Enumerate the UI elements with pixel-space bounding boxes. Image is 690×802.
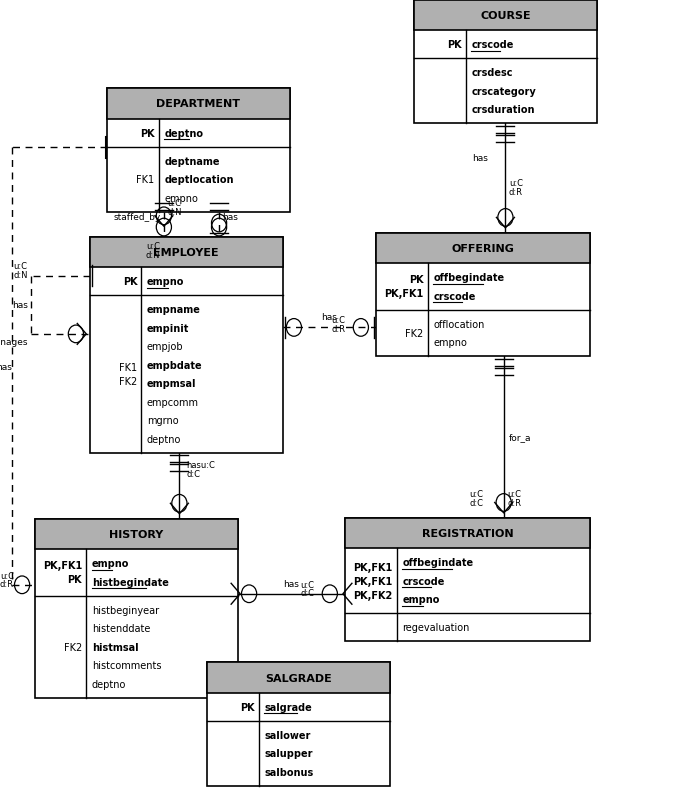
Bar xyxy=(345,518,590,549)
Text: crsduration: crsduration xyxy=(471,105,535,115)
Text: empjob: empjob xyxy=(147,342,184,352)
Text: histbeginyear: histbeginyear xyxy=(92,605,159,615)
Text: FK2: FK2 xyxy=(64,642,82,652)
Text: d:R: d:R xyxy=(0,580,14,589)
Bar xyxy=(107,89,290,213)
Bar xyxy=(90,237,283,453)
Text: crscode: crscode xyxy=(402,576,444,586)
Bar xyxy=(90,237,283,268)
Text: PK: PK xyxy=(140,128,155,139)
Text: u:C: u:C xyxy=(0,571,14,580)
Bar xyxy=(34,519,238,698)
Text: d:R: d:R xyxy=(507,498,521,508)
Text: empno: empno xyxy=(147,277,184,287)
Text: EMPLOYEE: EMPLOYEE xyxy=(153,248,219,257)
Text: u:C: u:C xyxy=(331,315,345,325)
Text: regevaluation: regevaluation xyxy=(402,622,470,633)
Text: histcomments: histcomments xyxy=(92,660,161,670)
Text: has: has xyxy=(284,579,299,588)
Text: empname: empname xyxy=(147,305,201,315)
Bar xyxy=(207,662,390,786)
Text: offlocation: offlocation xyxy=(433,319,484,330)
Text: empmsal: empmsal xyxy=(147,379,197,389)
Text: deptname: deptname xyxy=(164,156,219,167)
Text: staffed_by: staffed_by xyxy=(113,213,160,221)
Text: mgrno: mgrno xyxy=(147,415,179,426)
Text: SALGRADE: SALGRADE xyxy=(265,673,332,683)
Text: d:C: d:C xyxy=(186,469,200,479)
Text: deptno: deptno xyxy=(92,678,126,689)
Bar xyxy=(414,1,597,124)
Text: empbdate: empbdate xyxy=(147,360,203,371)
Text: OFFERING: OFFERING xyxy=(451,244,515,253)
Text: has: has xyxy=(322,313,337,322)
Text: d:N: d:N xyxy=(167,208,182,217)
Text: crscode: crscode xyxy=(433,291,475,302)
Text: COURSE: COURSE xyxy=(480,11,531,21)
Text: sallower: sallower xyxy=(264,730,310,740)
Text: u:C: u:C xyxy=(146,241,160,251)
Text: salbonus: salbonus xyxy=(264,767,313,777)
Text: empno: empno xyxy=(92,558,129,569)
Text: u:C: u:C xyxy=(507,489,521,499)
Text: u:C: u:C xyxy=(167,199,181,209)
Bar xyxy=(414,1,597,31)
Text: PK,FK1
PK: PK,FK1 PK xyxy=(43,561,82,585)
Text: HISTORY: HISTORY xyxy=(109,529,164,539)
Text: empno: empno xyxy=(164,193,198,204)
Text: DEPARTMENT: DEPARTMENT xyxy=(157,99,240,109)
Text: crscategory: crscategory xyxy=(471,87,536,97)
Text: u:C: u:C xyxy=(509,178,523,188)
Text: salupper: salupper xyxy=(264,748,313,759)
Text: offbegindate: offbegindate xyxy=(402,557,473,568)
Text: empno: empno xyxy=(402,594,440,605)
Text: for_a: for_a xyxy=(509,433,532,442)
Text: empno: empno xyxy=(433,338,467,348)
Text: deptlocation: deptlocation xyxy=(164,175,234,185)
Text: FK1: FK1 xyxy=(137,175,155,185)
Text: PK
PK,FK1: PK PK,FK1 xyxy=(384,275,424,299)
Text: u:C: u:C xyxy=(469,489,483,499)
Text: crscode: crscode xyxy=(471,40,513,51)
Text: histmsal: histmsal xyxy=(92,642,139,652)
Text: PK,FK1
PK,FK1
PK,FK2: PK,FK1 PK,FK1 PK,FK2 xyxy=(353,562,393,600)
Text: has: has xyxy=(472,154,488,164)
Bar xyxy=(107,89,290,119)
Text: salgrade: salgrade xyxy=(264,702,312,712)
Bar xyxy=(207,662,390,693)
Text: deptno: deptno xyxy=(164,128,204,139)
Text: histenddate: histenddate xyxy=(92,623,150,634)
Text: FK1
FK2: FK1 FK2 xyxy=(119,363,137,387)
Text: PK: PK xyxy=(240,702,255,712)
Text: d:N: d:N xyxy=(146,250,160,260)
Bar xyxy=(34,519,238,549)
Text: u:C: u:C xyxy=(14,262,28,271)
Text: crsdesc: crsdesc xyxy=(471,68,513,79)
Text: d:C: d:C xyxy=(469,498,483,508)
Text: PK: PK xyxy=(447,40,462,51)
Text: has: has xyxy=(222,213,239,221)
Bar xyxy=(345,518,590,642)
Text: hasu:C: hasu:C xyxy=(186,460,215,470)
Text: empcomm: empcomm xyxy=(147,397,199,407)
Text: offbegindate: offbegindate xyxy=(433,273,504,283)
Text: d:R: d:R xyxy=(331,324,345,334)
Text: has: has xyxy=(12,301,28,310)
Text: has: has xyxy=(0,363,12,371)
Text: deptno: deptno xyxy=(147,434,181,444)
Text: d:R: d:R xyxy=(509,188,523,197)
Text: u:C: u:C xyxy=(300,580,314,589)
Bar xyxy=(376,233,590,264)
Text: histbegindate: histbegindate xyxy=(92,577,168,587)
Text: d:N: d:N xyxy=(13,271,28,280)
Text: FK2: FK2 xyxy=(406,329,424,338)
Text: empinit: empinit xyxy=(147,323,189,334)
Text: REGISTRATION: REGISTRATION xyxy=(422,529,513,538)
Text: d:C: d:C xyxy=(300,589,314,597)
Text: manages: manages xyxy=(0,338,28,347)
Bar xyxy=(376,233,590,357)
Text: PK: PK xyxy=(123,277,137,287)
